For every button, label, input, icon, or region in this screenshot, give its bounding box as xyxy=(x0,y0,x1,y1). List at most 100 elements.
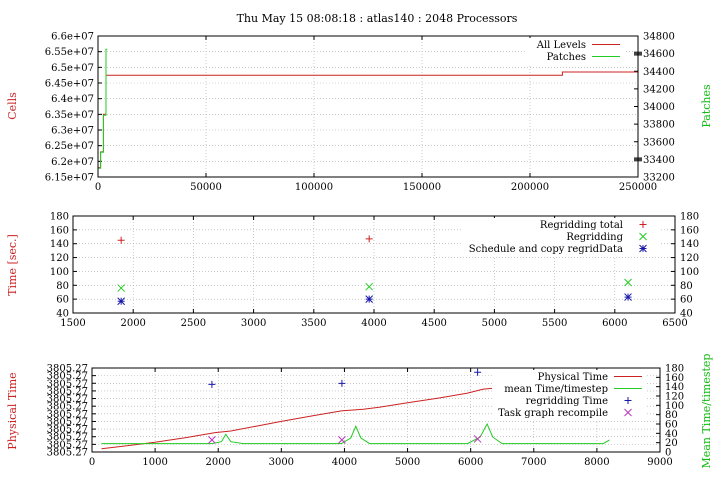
x-tick-label: 6000 xyxy=(602,318,627,329)
y-tick-label: 160 xyxy=(50,225,69,236)
panel1-grid xyxy=(98,36,638,177)
panel3-ylabel: Physical Time xyxy=(6,372,19,449)
x-tick-label: 4000 xyxy=(332,457,357,468)
y-tick-label: 3805.27 xyxy=(47,417,88,428)
panel-regridding: 1500 2000 2500 3000 3500 4000 4500 5000 5500 6000… xyxy=(6,212,699,330)
x-tick-label: 2000 xyxy=(120,318,145,329)
x-tick-label: 5000 xyxy=(482,318,507,329)
point-regridding xyxy=(365,282,374,291)
x-tick-label: 7000 xyxy=(521,457,546,468)
y2-tick-label: 160 xyxy=(665,373,684,384)
legend-label: Physical Time xyxy=(538,372,608,383)
y-tick-label: 3805.27 xyxy=(47,386,88,397)
y-tick-label: 120 xyxy=(50,253,69,264)
legend-marker xyxy=(639,232,647,241)
y2-tick-label: 180 xyxy=(665,364,684,375)
point-regridding-time xyxy=(208,380,216,388)
x-tick-label: 1000 xyxy=(142,457,167,468)
x-tick-label: 6000 xyxy=(458,457,483,468)
y-tick-label: 180 xyxy=(50,212,69,223)
y2-tick-label: 60 xyxy=(665,420,678,431)
legend-label: Regridding total xyxy=(540,220,623,231)
panel-physical-time: 0 1000 2000 3000 4000 5000 6000 7000 8000 9000380… xyxy=(6,354,713,469)
x-tick-label: 2500 xyxy=(181,318,206,329)
series-line-all-levels xyxy=(98,71,638,169)
legend-label: regridding Time xyxy=(526,396,608,407)
y2-tick-label: 100 xyxy=(665,401,684,412)
x-tick-label: 3000 xyxy=(269,457,294,468)
series-line-patches xyxy=(98,48,108,169)
panel1-ticks: 0 50000 100000 150000 200000 250000 6.15e+07 6.… xyxy=(45,32,675,194)
panel-cells-patches: 0 50000 100000 150000 200000 250000 6.15e+07 6.… xyxy=(6,32,713,194)
figure-title: Thu May 15 08:08:18 : atlas140 : 2048 Pr… xyxy=(237,12,518,25)
point-regridding-time xyxy=(338,379,346,387)
x-tick-label: 6500 xyxy=(662,318,687,329)
y-tick-label: 140 xyxy=(50,239,69,250)
y-tick-label: 3805.27 xyxy=(47,432,88,443)
legend-label: Task graph recompile xyxy=(498,408,608,419)
legend-marker xyxy=(639,221,647,228)
y2-tick-label: 100 xyxy=(680,267,699,278)
y-tick-label: 6.55e+07 xyxy=(45,47,94,58)
point-schedule-and-copy-regriddata xyxy=(365,295,374,303)
y2-tick-label: 140 xyxy=(680,239,699,250)
y2-tick-label: 80 xyxy=(680,281,693,292)
panel2-ticks: 1500 2000 2500 3000 3500 4000 4500 5000 5500 6000… xyxy=(50,212,699,330)
y-tick-label: 3805.27 xyxy=(47,379,88,390)
legend-background xyxy=(492,370,646,420)
y-tick-label: 6.2e+07 xyxy=(51,157,94,168)
x-tick-label: 3000 xyxy=(241,318,266,329)
x-tick-label: 4500 xyxy=(421,318,446,329)
legend-label: mean Time/timestep xyxy=(504,384,608,395)
y2-tick-label: 120 xyxy=(665,392,684,403)
legend-marker xyxy=(639,244,647,253)
y2-tick-label: 33400 xyxy=(643,155,675,166)
point-regridding xyxy=(117,284,126,292)
y-tick-label: 6.15e+07 xyxy=(45,173,94,184)
x-tick-label: 200000 xyxy=(511,182,549,193)
series-line-mean-time-timestep xyxy=(101,422,610,445)
y-tick-label: 6.3e+07 xyxy=(51,126,94,137)
x-tick-label: 8000 xyxy=(584,457,609,468)
point-regridding-total xyxy=(365,235,373,243)
y2-tick-label: 40 xyxy=(680,309,693,320)
point-schedule-and-copy-regriddata xyxy=(117,297,126,306)
point-task-graph-recompile xyxy=(338,436,346,444)
y2-tick-label: 20 xyxy=(665,438,678,449)
y-tick-label: 6.25e+07 xyxy=(45,141,94,152)
point-schedule-and-copy-regriddata xyxy=(624,293,632,301)
y-tick-label: 3805.27 xyxy=(47,409,88,420)
x-tick-label: 150000 xyxy=(403,182,441,193)
legend-background xyxy=(526,38,624,64)
y2-tick-label: 140 xyxy=(665,382,684,393)
panel1-frame xyxy=(97,35,639,178)
y2-tick-label: 160 xyxy=(680,225,699,236)
x-tick-label: 50000 xyxy=(190,182,222,193)
y-tick-label: 3805.27 xyxy=(47,448,88,459)
x-tick-label: 0 xyxy=(95,182,101,193)
y-tick-label: 3805.27 xyxy=(47,371,88,382)
legend-marker xyxy=(624,397,632,404)
y-tick-label: 3805.27 xyxy=(47,394,88,405)
y-tick-label: 40 xyxy=(56,309,69,320)
x-tick-label: 1500 xyxy=(60,318,85,329)
y-tick-label: 3805.27 xyxy=(47,364,88,375)
y2-tick-label: 120 xyxy=(680,253,699,264)
x-tick-label: 5000 xyxy=(395,457,420,468)
y-tick-label: 3805.27 xyxy=(47,425,88,436)
panel3-ticks: 0 1000 2000 3000 4000 5000 6000 7000 8000 9000380… xyxy=(47,364,684,469)
x-tick-label: 9000 xyxy=(647,457,672,468)
y2-tick-label: 34800 xyxy=(643,32,675,43)
legend-label: All Levels xyxy=(536,40,586,51)
panel2-ylabel: Time [sec.] xyxy=(6,234,19,296)
y-tick-label: 3805.27 xyxy=(47,402,88,413)
y2-tick-label: 40 xyxy=(665,429,678,440)
x-tick-label: 3500 xyxy=(301,318,326,329)
panel3-y2label: Mean Time/timestep xyxy=(700,354,713,469)
y-tick-label: 6.4e+07 xyxy=(51,94,94,105)
x-tick-label: 5500 xyxy=(542,318,567,329)
y2-tick-label: 33600 xyxy=(643,137,675,148)
